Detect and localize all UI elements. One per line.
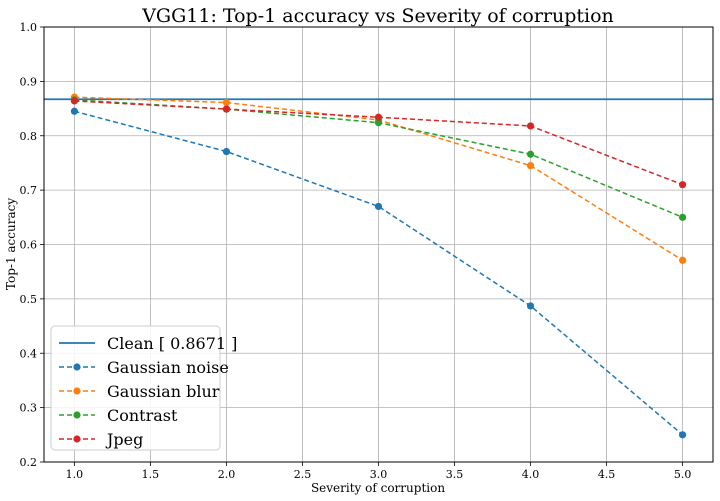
y-axis-label: Top-1 accuracy — [4, 198, 18, 290]
legend-swatch-marker — [73, 363, 81, 371]
data-point-gaussian-noise — [374, 202, 383, 211]
y-tick-label: 0.9 — [20, 75, 38, 88]
data-point-gaussian-noise — [222, 147, 231, 156]
y-tick-label: 0.4 — [20, 347, 38, 360]
x-tick-label: 2.5 — [294, 468, 312, 481]
y-tick-label: 0.5 — [20, 293, 38, 306]
x-tick-label: 5.0 — [674, 468, 692, 481]
chart-title: VGG11: Top-1 accuracy vs Severity of cor… — [141, 5, 614, 27]
axis-ticks: 1.0 1.5 2.0 2.5 3.0 3.5 4.0 4.5 5.0 0.2 0.3 0.4 0.5 0… — [20, 21, 692, 481]
data-point-jpeg — [222, 105, 231, 113]
plot-data — [44, 93, 713, 439]
legend-swatch-marker — [73, 435, 81, 443]
data-point-gaussian-noise — [526, 302, 535, 310]
data-point-gaussian-blur — [222, 98, 231, 107]
x-tick-label: 3.5 — [446, 468, 464, 481]
x-axis-label: Severity of corruption — [311, 481, 445, 495]
data-point-contrast — [678, 213, 687, 221]
series-line-gaussian-noise — [74, 110, 684, 436]
y-tick-label: 0.6 — [20, 239, 38, 252]
y-tick-label: 0.2 — [20, 456, 38, 469]
x-tick-label: 1.0 — [66, 468, 84, 481]
legend-swatch-marker — [73, 411, 81, 419]
data-point-contrast — [526, 150, 535, 158]
legend-label: Gaussian noise — [107, 358, 229, 377]
x-tick-label: 4.5 — [598, 468, 616, 481]
data-point-jpeg — [678, 181, 687, 189]
legend-swatch-marker — [73, 387, 81, 395]
legend-label: Jpeg — [105, 430, 143, 449]
x-tick-label: 1.5 — [142, 468, 160, 481]
legend-label: Contrast — [107, 406, 178, 425]
x-tick-label: 2.0 — [218, 468, 236, 481]
legend-box — [50, 325, 221, 451]
data-point-jpeg — [374, 113, 383, 121]
data-point-contrast — [374, 119, 383, 127]
data-point-gaussian-noise — [678, 431, 687, 439]
data-point-jpeg — [70, 97, 79, 105]
legend-label: Gaussian blur — [107, 382, 220, 401]
x-tick-label: 3.0 — [370, 468, 388, 481]
y-tick-label: 0.7 — [20, 184, 38, 197]
x-tick-label: 4.0 — [522, 468, 540, 481]
legend: Clean [ 0.8671 ] Gaussian noise Gaussian b… — [50, 325, 237, 451]
y-tick-label: 1.0 — [20, 21, 38, 34]
data-point-gaussian-blur — [526, 162, 535, 170]
data-point-jpeg — [526, 122, 535, 130]
y-tick-label: 0.3 — [20, 402, 38, 415]
data-point-gaussian-noise — [70, 107, 79, 115]
data-point-gaussian-blur — [678, 256, 687, 264]
y-tick-label: 0.8 — [20, 130, 38, 143]
legend-label: Clean [ 0.8671 ] — [107, 334, 237, 353]
